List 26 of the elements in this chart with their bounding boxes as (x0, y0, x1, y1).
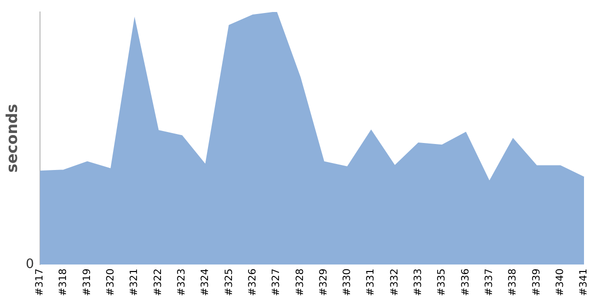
x-tick-label: #324 (200, 268, 212, 296)
x-tick-label: #339 (531, 268, 542, 296)
x-tick-label: #327 (271, 268, 282, 296)
x-tick-label: #329 (318, 268, 330, 296)
x-tick-label: #336 (460, 268, 472, 296)
x-tick-label: #326 (247, 268, 258, 296)
x-tick-label: #330 (342, 268, 354, 296)
x-tick-label: #335 (436, 268, 448, 296)
x-tick-label: #318 (58, 268, 70, 296)
x-tick-label: #338 (508, 268, 519, 296)
x-tick-label: #320 (106, 268, 117, 296)
x-tick-label: #331 (366, 268, 377, 296)
x-tick-label: #341 (578, 268, 590, 296)
x-tick-label: #319 (82, 268, 93, 296)
y-axis-title: seconds (2, 104, 21, 173)
x-tick-label: #321 (129, 268, 140, 296)
x-tick-label: #317 (34, 268, 46, 296)
x-tick-label: #323 (176, 268, 188, 296)
x-tick-label: #325 (224, 268, 235, 296)
x-tick-label: #340 (554, 268, 566, 296)
annotation: 0 (26, 256, 34, 272)
x-tick-label: #337 (484, 268, 495, 296)
x-tick-label: #322 (152, 268, 164, 296)
x-tick-label: #333 (413, 268, 424, 296)
x-tick-label: #332 (389, 268, 400, 296)
x-tick-label: #328 (294, 268, 306, 296)
